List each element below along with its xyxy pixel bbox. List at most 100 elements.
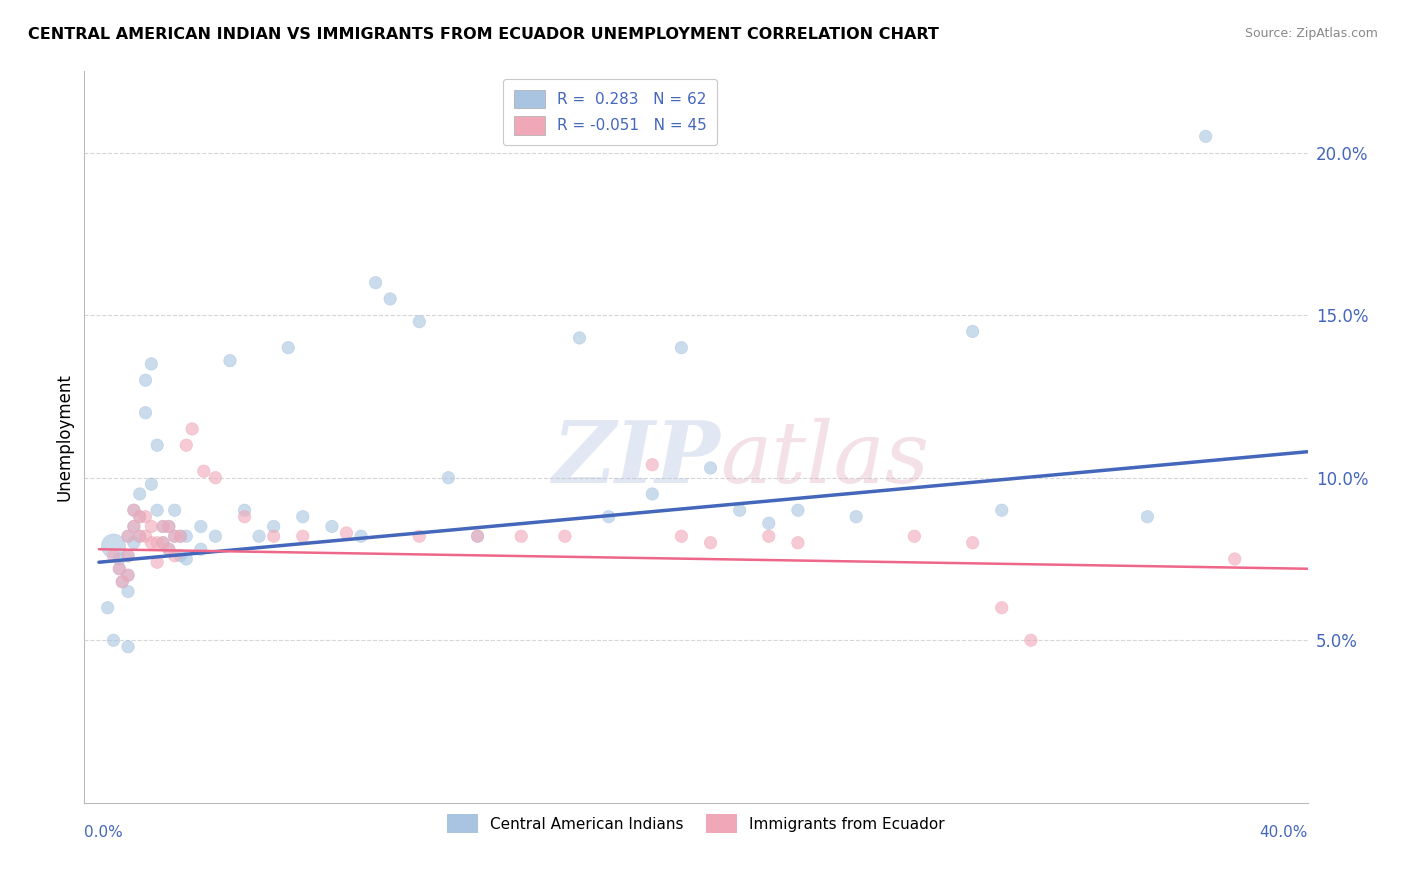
Point [117,549,139,563]
Point [467,529,489,543]
Point [97,600,120,615]
Point [380,292,402,306]
Point [108,552,131,566]
Point [141,477,163,491]
Point [181,422,204,436]
Point [364,276,387,290]
Point [1136,509,1159,524]
Point [169,529,191,543]
Point [190,542,212,557]
Point [117,529,139,543]
Point [146,535,169,549]
Point [263,519,285,533]
Point [135,406,157,420]
Point [233,509,256,524]
Point [277,341,299,355]
Point [1195,129,1218,144]
Point [291,509,314,524]
Point [787,503,810,517]
Y-axis label: Unemployment: Unemployment [55,373,73,501]
Text: 40.0%: 40.0% [1260,825,1308,839]
Point [991,600,1014,615]
Point [1019,633,1042,648]
Point [758,529,780,543]
Point [135,529,157,543]
Point [157,519,180,533]
Point [108,562,131,576]
Point [163,529,186,543]
Point [128,487,150,501]
Point [122,519,145,533]
Point [845,509,868,524]
Point [163,503,186,517]
Point [103,633,125,648]
Point [152,535,174,549]
Point [128,529,150,543]
Text: ZIP: ZIP [553,417,720,500]
Point [350,529,373,543]
Point [141,357,163,371]
Point [568,331,591,345]
Point [204,471,226,485]
Point [117,568,139,582]
Point [174,529,197,543]
Point [146,438,169,452]
Point [204,529,226,543]
Point [247,529,270,543]
Point [117,549,139,563]
Point [335,526,357,541]
Point [962,325,984,339]
Point [117,568,139,582]
Point [163,549,186,563]
Text: 0.0%: 0.0% [84,825,124,839]
Point [991,503,1014,517]
Point [554,529,576,543]
Point [169,529,191,543]
Point [117,529,139,543]
Point [408,529,430,543]
Point [152,535,174,549]
Point [291,529,314,543]
Point [146,503,169,517]
Point [671,529,693,543]
Point [408,315,430,329]
Point [117,584,139,599]
Point [128,529,150,543]
Point [699,535,721,549]
Point [219,353,242,368]
Point [190,519,212,533]
Legend: Central American Indians, Immigrants from Ecuador: Central American Indians, Immigrants fro… [441,808,950,839]
Point [128,509,150,524]
Point [122,535,145,549]
Text: Source: ZipAtlas.com: Source: ZipAtlas.com [1244,27,1378,40]
Point [467,529,489,543]
Point [510,529,533,543]
Point [141,519,163,533]
Point [233,503,256,517]
Point [157,519,180,533]
Point [111,574,134,589]
Point [671,341,693,355]
Point [146,555,169,569]
Point [641,458,664,472]
Point [103,539,125,553]
Point [128,509,150,524]
Point [174,552,197,566]
Point [117,640,139,654]
Point [163,529,186,543]
Point [174,438,197,452]
Point [437,471,460,485]
Point [699,461,721,475]
Point [1223,552,1246,566]
Point [787,535,810,549]
Point [135,509,157,524]
Point [111,574,134,589]
Point [962,535,984,549]
Point [598,509,620,524]
Point [321,519,343,533]
Point [157,542,180,557]
Point [152,519,174,533]
Point [263,529,285,543]
Point [157,542,180,557]
Point [122,503,145,517]
